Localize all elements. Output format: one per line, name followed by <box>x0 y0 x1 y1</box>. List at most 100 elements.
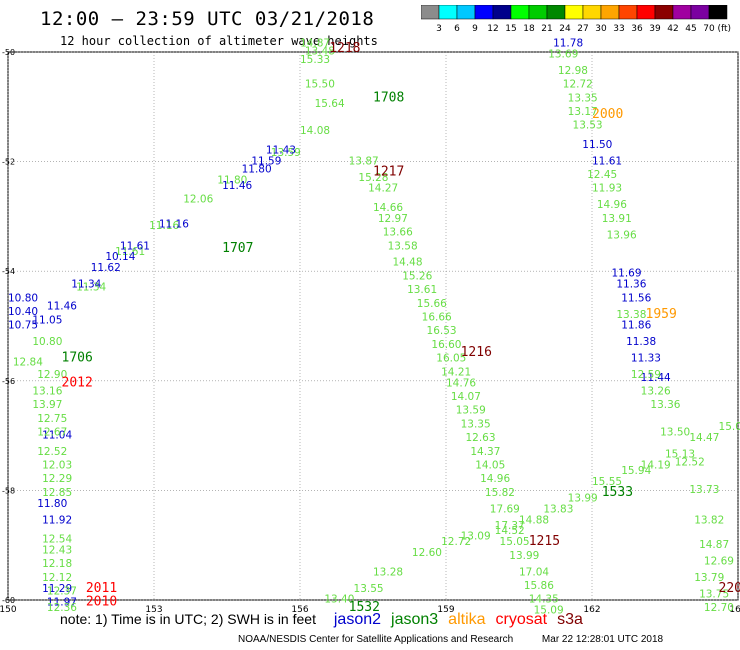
data-point-label: 11.46 <box>222 180 252 192</box>
data-point-label: 15.66 <box>417 298 447 310</box>
footer-note: note: 1) Time is in UTC; 2) SWH is in fe… <box>60 611 607 629</box>
data-point-label: 16.66 <box>422 312 452 324</box>
data-point-label: 13.55 <box>354 583 384 595</box>
data-point-label: 11.33 <box>631 353 661 365</box>
pass-time-annotation: 1708 <box>373 90 404 105</box>
colorbar-label: 21 <box>541 24 552 34</box>
data-point-label: 13.79 <box>694 572 724 584</box>
data-point-label: 14.47 <box>689 432 719 444</box>
data-point-label: 15.94 <box>621 465 651 477</box>
data-point-label: 11.36 <box>616 279 646 291</box>
data-point-label: 10.80 <box>32 336 62 348</box>
data-point-label: 12.37 <box>47 586 77 598</box>
data-point-label: 12.70 <box>704 602 734 614</box>
colorbar-label: 18 <box>523 24 535 34</box>
colorbar-label: 15 <box>505 24 516 34</box>
data-point-label: 14.76 <box>446 377 476 389</box>
colorbar-label: 70 <box>703 24 715 34</box>
data-point-label: 13.40 <box>324 594 354 606</box>
colorbar-swatch <box>528 5 548 20</box>
data-point-label: 13.50 <box>660 427 690 439</box>
colorbar-label: 12 <box>487 24 498 34</box>
data-point-label: 13.28 <box>373 566 403 578</box>
data-point-label: 14.88 <box>519 514 549 526</box>
colorbar-label: 6 <box>454 24 460 34</box>
data-point-label: 13.87 <box>349 155 379 167</box>
data-point-label: 13.99 <box>568 492 598 504</box>
colorbar-swatch <box>600 5 620 20</box>
data-point-label: 15.55 <box>592 476 622 488</box>
chart-subtitle: 12 hour collection of altimeter wave hei… <box>60 34 378 48</box>
data-point-label: 15.13 <box>665 449 695 461</box>
data-point-label: 15.82 <box>485 487 515 499</box>
data-point-label: 13.99 <box>509 550 539 562</box>
data-point-label: 14.37 <box>470 446 500 458</box>
legend-entry: jason2 <box>333 611 382 628</box>
data-point-label: 12.69 <box>704 555 734 567</box>
data-point-label: 15.33 <box>300 54 330 66</box>
data-point-label: 14.21 <box>441 366 471 378</box>
data-point-label: 17.37 <box>495 520 525 532</box>
data-point-label: 11.62 <box>91 262 121 274</box>
data-point-label: 11.69 <box>611 268 641 280</box>
data-point-label: 12.52 <box>37 446 67 458</box>
data-point-label: 15.86 <box>524 580 554 592</box>
data-point-label: 11.04 <box>42 429 72 441</box>
data-point-label: 11.61 <box>592 155 622 167</box>
data-point-label: 15.02 <box>719 421 740 433</box>
data-point-label: 11.61 <box>115 246 145 258</box>
data-point-label: 13.17 <box>568 106 598 118</box>
colorbar-swatch <box>654 5 674 20</box>
pass-time-annotation: 1217 <box>373 164 404 179</box>
pass-time-annotation: 2011 <box>86 581 117 596</box>
data-point-label: 12.43 <box>42 544 72 556</box>
colorbar-label: 39 <box>649 24 661 34</box>
data-point-label: 15.28 <box>358 172 388 184</box>
data-point-label: 11.44 <box>641 372 671 384</box>
data-point-label: 12.29 <box>42 473 72 485</box>
x-tick-label: 150 <box>0 605 17 615</box>
data-point-label: 11.46 <box>47 301 77 313</box>
data-point-label: 11.80 <box>37 498 67 510</box>
data-point-label: 13.59 <box>271 147 301 159</box>
data-point-label: 13.61 <box>407 284 437 296</box>
data-point-label: 13.66 <box>383 227 413 239</box>
colorbar-swatch <box>492 5 512 20</box>
colorbar-swatch <box>456 5 476 20</box>
y-tick-label: -54 <box>2 267 15 276</box>
data-point-label: 14.07 <box>451 391 481 403</box>
data-point-label: 12.85 <box>42 487 72 499</box>
data-point-label: 14.08 <box>300 125 330 137</box>
data-point-label: 13.16 <box>32 386 62 398</box>
data-point-label: 15.64 <box>315 98 345 110</box>
data-point-label: 13.91 <box>602 213 632 225</box>
data-point-label: 12.59 <box>631 369 661 381</box>
data-point-label: 13.09 <box>461 531 491 543</box>
data-point-label: 14.96 <box>597 199 627 211</box>
pass-time-annotation: 2010 <box>86 594 117 609</box>
data-point-label: 11.93 <box>592 183 622 195</box>
footer-credit: NOAA/NESDIS Center for Satellite Applica… <box>238 634 689 645</box>
data-point-label: 11.86 <box>621 320 651 332</box>
data-point-label: 17.69 <box>490 503 520 515</box>
legend-entry: jason3 <box>391 611 439 628</box>
colorbar-swatch <box>618 5 638 20</box>
colorbar-swatch <box>438 5 458 20</box>
plot-frame <box>7 51 739 601</box>
data-point-label: 13.96 <box>607 229 637 241</box>
data-point-label: 14.05 <box>475 459 505 471</box>
data-point-label: 17.04 <box>519 566 549 578</box>
data-point-label: 16.60 <box>431 339 461 351</box>
data-point-label: 16.53 <box>427 325 457 337</box>
pass-time-annotation: 1533 <box>602 485 633 500</box>
y-tick-label: -50 <box>2 48 15 57</box>
colorbar-label: 33 <box>613 24 624 34</box>
data-point-label: 11.59 <box>251 155 281 167</box>
data-point-label: 11.80 <box>242 164 272 176</box>
colorbar-swatch <box>636 5 656 20</box>
legend-entry: altika <box>448 611 486 628</box>
data-point-label: 15.50 <box>305 79 335 91</box>
data-point-label: 12.45 <box>587 169 617 181</box>
data-point-label: 12.72 <box>441 536 471 548</box>
data-point-label: 12.03 <box>42 459 72 471</box>
